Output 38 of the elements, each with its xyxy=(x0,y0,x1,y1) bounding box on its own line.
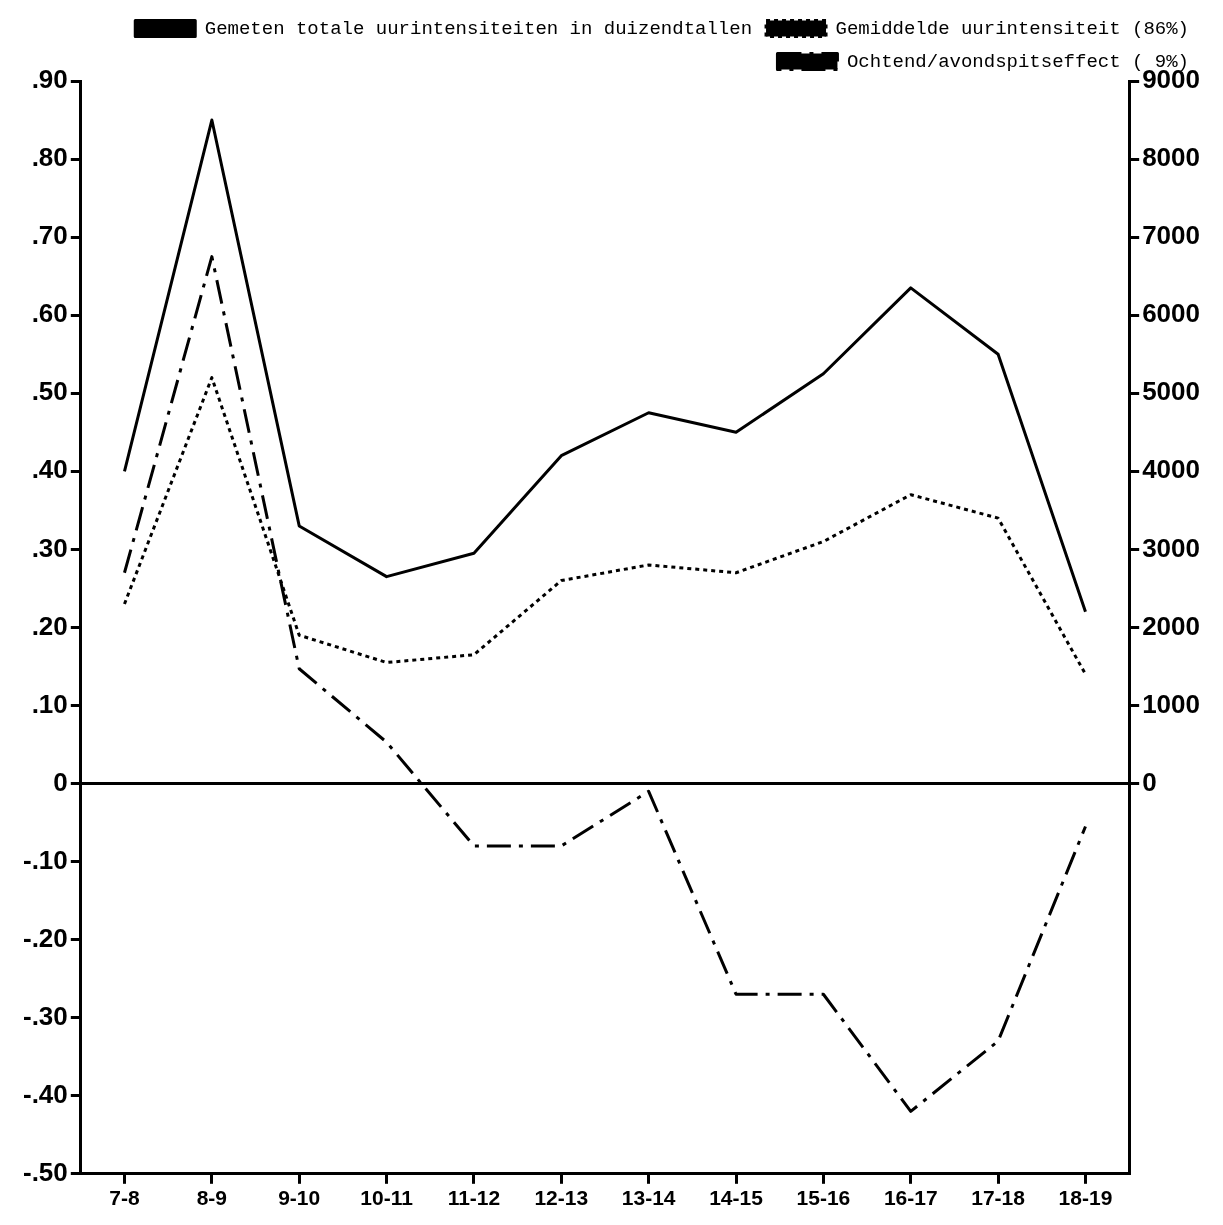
y-tick-label: .70 xyxy=(31,220,68,251)
x-tick-label: 7-8 xyxy=(109,1186,140,1210)
y2-tick-label: 2000 xyxy=(1142,610,1200,641)
x-tick-label: 8-9 xyxy=(196,1186,228,1210)
y2-tick-label: 0 xyxy=(1142,766,1157,797)
x-tick-label: 16-17 xyxy=(883,1186,938,1210)
x-tick-label: 9-10 xyxy=(278,1186,321,1210)
y-tick-label: .80 xyxy=(31,142,68,173)
y2-tick-label: 4000 xyxy=(1142,454,1200,485)
y2-tick-label: 6000 xyxy=(1142,298,1200,329)
x-tick-label: 13-14 xyxy=(621,1186,676,1210)
y-tick-label: -.30 xyxy=(22,1000,68,1031)
x-tick-label: 18-19 xyxy=(1058,1186,1113,1210)
x-tick-label: 10-11 xyxy=(360,1186,414,1210)
x-tick-label: 15-16 xyxy=(796,1186,851,1210)
legend-label: Gemiddelde uurintensiteit (86%) xyxy=(835,17,1190,40)
y2-tick-label: 7000 xyxy=(1142,220,1200,251)
y-tick-label: 0 xyxy=(53,766,68,797)
y2-tick-label: 1000 xyxy=(1142,688,1200,719)
x-tick-label: 11-12 xyxy=(447,1186,501,1210)
y2-tick-label: 3000 xyxy=(1142,532,1200,563)
x-tick-label: 14-15 xyxy=(709,1186,764,1210)
y-tick-label: -.50 xyxy=(22,1156,68,1187)
x-tick-label: 12-13 xyxy=(534,1186,589,1210)
y-tick-label: -.10 xyxy=(22,844,68,875)
x-tick-label: 17-18 xyxy=(971,1186,1026,1210)
y-tick-label: .50 xyxy=(31,376,68,407)
y-tick-label: .40 xyxy=(31,454,68,485)
y-tick-label: .20 xyxy=(31,610,68,641)
y-tick-label: .30 xyxy=(31,532,68,563)
y-tick-label: -.20 xyxy=(22,922,68,953)
y-tick-label: .10 xyxy=(31,688,68,719)
y-tick-label: .90 xyxy=(31,64,68,95)
legend-label: Gemeten totale uurintensiteiten in duizendtallen xyxy=(204,17,753,40)
y-tick-label: -.40 xyxy=(22,1078,68,1109)
y-tick-label: .60 xyxy=(31,298,68,329)
y2-tick-label: 8000 xyxy=(1142,142,1200,173)
y2-tick-label: 5000 xyxy=(1142,376,1200,407)
